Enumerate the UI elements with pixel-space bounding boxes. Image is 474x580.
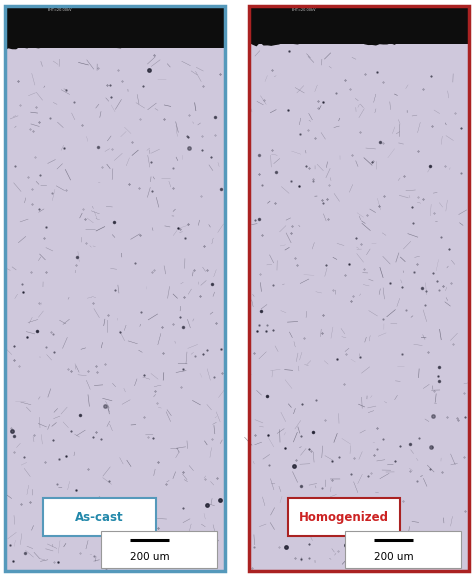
- FancyBboxPatch shape: [101, 531, 217, 568]
- Text: Homogenized: Homogenized: [299, 510, 389, 524]
- Bar: [249, 6, 469, 571]
- Polygon shape: [249, 6, 469, 46]
- Text: 200 um: 200 um: [130, 552, 170, 562]
- Bar: [249, 6, 469, 44]
- Text: EHT=20.00kV: EHT=20.00kV: [292, 8, 316, 12]
- Bar: [5, 6, 225, 571]
- Text: 200 um: 200 um: [374, 552, 414, 562]
- Bar: [249, 6, 469, 571]
- Bar: [5, 6, 225, 48]
- Text: EHT=20.00kV: EHT=20.00kV: [47, 8, 72, 12]
- Text: As-cast: As-cast: [75, 510, 124, 524]
- Polygon shape: [5, 6, 225, 49]
- FancyBboxPatch shape: [44, 498, 155, 536]
- FancyBboxPatch shape: [288, 498, 400, 536]
- Bar: [5, 6, 225, 571]
- FancyBboxPatch shape: [345, 531, 461, 568]
